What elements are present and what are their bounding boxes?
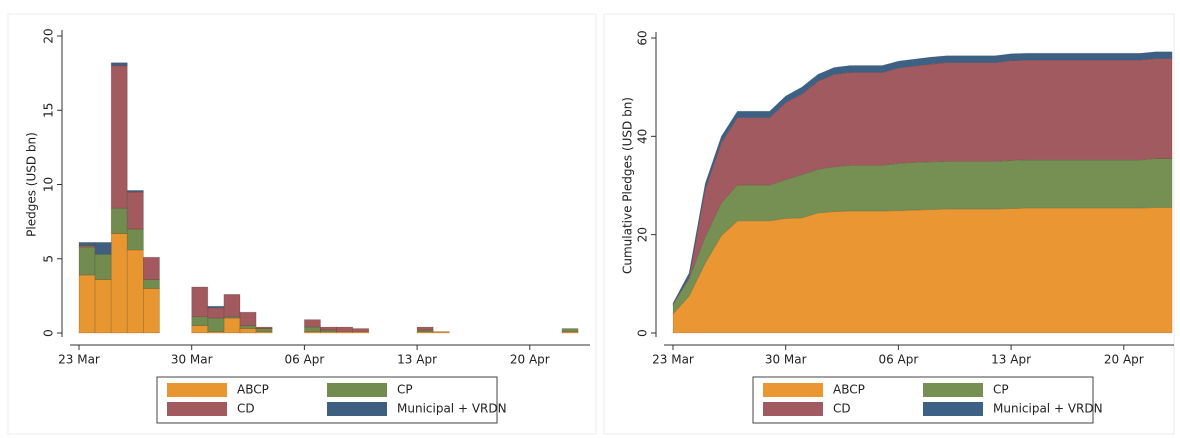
x-tick-label: 20 Apr: [1104, 353, 1144, 367]
bar-segment: [94, 242, 112, 255]
x-tick-label: 13 Apr: [991, 353, 1031, 367]
y-tick-label: 15: [42, 103, 56, 118]
legend-label: CD: [833, 402, 851, 416]
bar-segment: [561, 328, 579, 332]
bar-segment: [78, 246, 96, 276]
panel-frame: [7, 13, 597, 435]
bar-segment: [110, 62, 128, 67]
legend-swatch: [923, 402, 983, 416]
bar-segment: [416, 326, 434, 331]
y-tick-label: 20: [42, 28, 56, 43]
bar-segment: [239, 325, 257, 329]
legend-swatch: [327, 383, 387, 397]
bar-segment: [142, 288, 160, 334]
bar-segment: [110, 233, 128, 334]
y-axis-title: Cumulative Pledges (USD bn): [621, 97, 635, 274]
x-tick-label: 23 Mar: [58, 353, 100, 367]
bar-segment: [239, 328, 257, 334]
bar-segment: [191, 325, 209, 334]
bar-segment: [78, 274, 96, 334]
bar-segment: [126, 190, 144, 193]
bar-segment: [110, 65, 128, 209]
y-tick-label: 10: [42, 177, 56, 192]
bar-segment: [78, 242, 96, 246]
legend-label: ABCP: [237, 383, 269, 397]
bar-segment: [207, 305, 225, 309]
legend-swatch: [327, 402, 387, 416]
y-tick-label: 20: [636, 227, 650, 242]
area: [672, 58, 1173, 306]
bar-segment: [255, 328, 273, 332]
bar-segment: [223, 293, 241, 318]
legend-label: CP: [993, 383, 1009, 397]
y-tick-label: 40: [636, 129, 650, 144]
bar-segment: [336, 326, 354, 332]
y-tick-label: 60: [636, 30, 650, 45]
bar-segment: [94, 279, 112, 334]
legend-label: ABCP: [833, 383, 865, 397]
legend-swatch: [167, 402, 227, 416]
y-tick-label: 5: [42, 255, 56, 263]
bar-segment: [126, 228, 144, 251]
panel-frame: [603, 13, 1175, 435]
bar-segment: [320, 326, 338, 331]
bar-segment: [142, 279, 160, 289]
area: [672, 158, 1173, 315]
bar-segment: [191, 316, 209, 326]
legend-label: CP: [397, 383, 413, 397]
bar-segment: [207, 317, 225, 332]
legend-label: Municipal + VRDN: [993, 402, 1103, 416]
x-tick-label: 06 Apr: [284, 353, 324, 367]
legend-swatch: [923, 383, 983, 397]
bar-segment: [223, 317, 241, 334]
x-tick-label: 06 Apr: [878, 353, 918, 367]
bar-segment: [142, 256, 160, 280]
legend-label: CD: [237, 402, 255, 416]
x-tick-label: 30 Mar: [765, 353, 807, 367]
legend-label: Municipal + VRDN: [397, 402, 507, 416]
bar-segment: [110, 207, 128, 234]
bar-segment: [432, 331, 450, 334]
area: [672, 207, 1173, 334]
bar-segment: [239, 311, 257, 326]
bar-segment: [207, 307, 225, 319]
bar-segment: [94, 253, 112, 280]
bar-segment: [255, 326, 273, 329]
bar-segment: [303, 326, 321, 332]
x-tick-label: 23 Mar: [652, 353, 694, 367]
legend-swatch: [763, 383, 823, 397]
legend-swatch: [167, 383, 227, 397]
x-tick-label: 20 Apr: [510, 353, 550, 367]
bar-segment: [191, 286, 209, 318]
bar-segment: [126, 191, 144, 230]
bar-segment: [352, 328, 370, 332]
area: [672, 51, 1173, 306]
legend-swatch: [763, 402, 823, 416]
x-tick-label: 30 Mar: [171, 353, 213, 367]
y-axis-title: Pledges (USD bn): [25, 132, 39, 237]
bar-segment: [303, 319, 321, 328]
y-tick-label: 0: [42, 329, 56, 337]
bar-segment: [126, 249, 144, 334]
x-tick-label: 13 Apr: [397, 353, 437, 367]
y-tick-label: 0: [636, 329, 650, 337]
